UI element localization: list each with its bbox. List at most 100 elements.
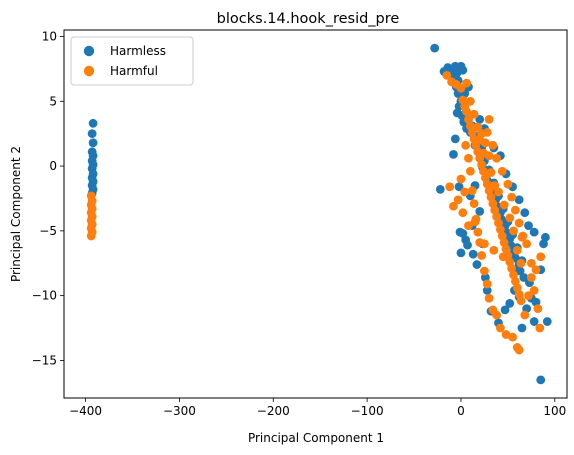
point-harmless bbox=[456, 248, 466, 258]
point-harmful bbox=[518, 231, 528, 241]
point-harmful bbox=[488, 140, 498, 150]
legend: Harmless Harmful bbox=[70, 36, 194, 86]
legend-marker-harmful bbox=[83, 65, 95, 77]
point-harmless bbox=[514, 195, 524, 205]
point-harmful bbox=[445, 182, 455, 192]
point-harmful bbox=[461, 140, 471, 150]
point-harmful bbox=[484, 151, 494, 161]
point-harmful bbox=[473, 227, 483, 237]
point-harmful bbox=[456, 83, 466, 93]
point-harmful bbox=[535, 323, 545, 333]
point-harmful bbox=[469, 109, 479, 119]
point-harmful bbox=[484, 115, 494, 124]
chart-title: blocks.14.hook_resid_pre bbox=[217, 11, 400, 27]
point-harmful bbox=[449, 201, 458, 211]
point-harmful bbox=[497, 166, 507, 176]
point-harmless bbox=[505, 299, 515, 308]
x-tick-label: −200 bbox=[257, 404, 290, 418]
point-harmful bbox=[533, 304, 543, 313]
y-tick-label: 5 bbox=[49, 94, 57, 108]
points-layer bbox=[86, 43, 552, 385]
point-harmful bbox=[520, 310, 530, 320]
point-harmless bbox=[452, 108, 462, 118]
y-tick-label: 0 bbox=[49, 159, 57, 173]
point-harmful bbox=[453, 195, 463, 205]
point-harmless bbox=[468, 249, 478, 259]
point-harmless bbox=[517, 323, 527, 333]
point-harmful bbox=[86, 231, 96, 241]
point-harmful bbox=[494, 187, 503, 197]
point-harmful bbox=[473, 122, 483, 132]
point-harmless bbox=[88, 138, 98, 148]
point-harmful bbox=[464, 153, 473, 163]
x-tick-label: −400 bbox=[69, 404, 102, 418]
y-axis-label: Principal Component 2 bbox=[9, 146, 23, 282]
point-harmless bbox=[454, 182, 464, 192]
point-harmful bbox=[460, 187, 470, 197]
point-harmful bbox=[503, 179, 513, 189]
point-harmless bbox=[482, 286, 492, 295]
legend-marker-harmless bbox=[83, 45, 95, 57]
point-harmful bbox=[526, 258, 536, 268]
point-harmless bbox=[520, 208, 530, 218]
point-harmless bbox=[542, 317, 552, 326]
y-tick-label: −10 bbox=[32, 289, 57, 303]
point-harmful bbox=[462, 78, 471, 88]
point-harmful bbox=[486, 168, 496, 177]
point-harmless bbox=[88, 118, 98, 128]
x-tick-label: 0 bbox=[457, 404, 465, 418]
x-tick-label: 100 bbox=[543, 404, 566, 418]
point-harmful bbox=[495, 323, 505, 333]
point-harmful bbox=[480, 239, 489, 249]
point-harmful bbox=[469, 199, 479, 209]
point-harmless bbox=[450, 134, 460, 144]
point-harmful bbox=[480, 138, 490, 148]
point-harmful bbox=[526, 273, 536, 282]
point-harmful bbox=[470, 217, 480, 227]
point-harmful bbox=[507, 192, 517, 202]
point-harmless bbox=[430, 43, 440, 53]
point-harmless bbox=[519, 273, 529, 282]
point-harmful bbox=[529, 286, 539, 295]
legend-label-harmful: Harmful bbox=[110, 64, 158, 78]
point-harmless bbox=[529, 227, 539, 237]
plot-frame bbox=[63, 29, 568, 399]
point-harmful bbox=[492, 310, 502, 320]
point-harmful bbox=[458, 208, 468, 218]
point-harmful bbox=[467, 186, 477, 196]
point-harmful bbox=[492, 153, 502, 163]
point-harmful bbox=[465, 166, 475, 176]
point-harmless bbox=[529, 317, 539, 326]
point-harmful bbox=[505, 213, 515, 223]
point-harmless bbox=[536, 375, 546, 385]
point-harmful bbox=[465, 96, 475, 106]
point-harmless bbox=[87, 129, 97, 139]
point-harmful bbox=[482, 279, 492, 289]
y-tick-label: −15 bbox=[32, 353, 57, 367]
point-harmful bbox=[512, 245, 522, 255]
point-harmful bbox=[489, 245, 499, 255]
x-tick-label: −300 bbox=[163, 404, 196, 418]
y-tick-label: 10 bbox=[42, 29, 57, 43]
point-harmful bbox=[477, 129, 486, 139]
point-harmful bbox=[516, 258, 526, 268]
point-harmful bbox=[442, 70, 452, 80]
point-harmful bbox=[498, 252, 508, 262]
point-harmful bbox=[464, 221, 473, 231]
point-harmful bbox=[536, 252, 546, 262]
y-tick-label: −5 bbox=[39, 224, 57, 238]
legend-label-harmless: Harmless bbox=[110, 44, 166, 58]
point-harmful bbox=[522, 239, 532, 249]
point-harmful bbox=[509, 226, 518, 236]
x-tick-label: −100 bbox=[351, 404, 384, 418]
legend-box bbox=[70, 36, 194, 86]
point-harmless bbox=[500, 305, 510, 315]
point-harmless bbox=[435, 184, 445, 194]
point-harmless bbox=[475, 115, 485, 124]
point-harmless bbox=[541, 232, 550, 242]
point-harmless bbox=[463, 240, 472, 250]
point-harmful bbox=[516, 296, 526, 306]
point-harmful bbox=[480, 266, 489, 276]
point-harmful bbox=[524, 291, 533, 301]
point-harmless bbox=[458, 65, 468, 75]
